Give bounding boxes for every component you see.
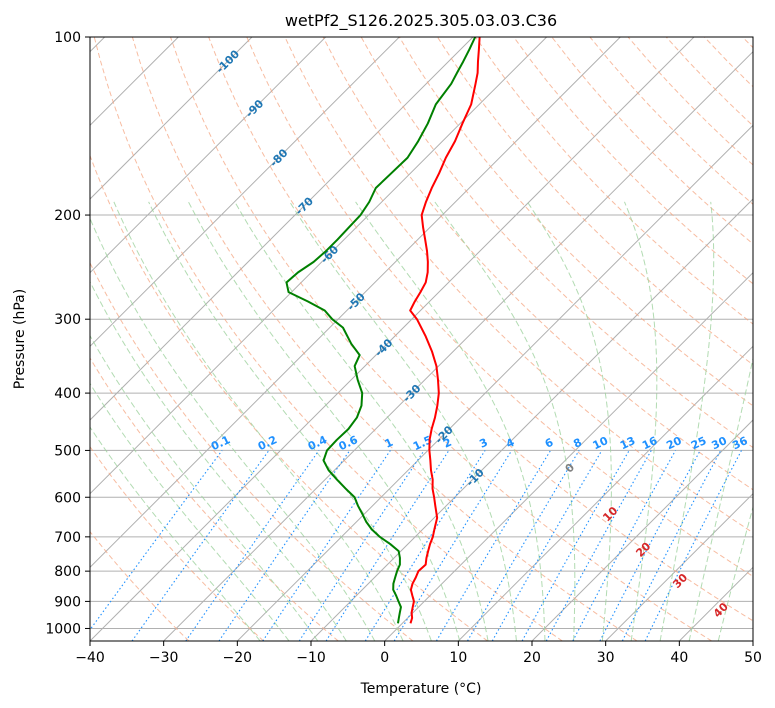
mixing-ratio-line <box>621 450 722 641</box>
isotherm-line <box>90 37 474 421</box>
isotherm-line <box>90 37 621 569</box>
x-axis: −40 −30 −20 −10 0 10 20 30 40 50 <box>75 641 762 666</box>
moist-adiabat-line <box>90 280 347 641</box>
y-axis-title: Pressure (hPa) <box>12 289 28 389</box>
y-tick-label: 700 <box>54 530 81 546</box>
dewpoint-profile-line <box>285 37 477 624</box>
mixing-ratio-line <box>521 450 630 641</box>
mixing-ratio-label: 30 <box>710 434 730 452</box>
dry-adiabat-line <box>437 37 753 366</box>
isotherm-line <box>90 37 548 495</box>
mixing-ratio-label: 36 <box>730 434 750 452</box>
y-tick-label: 800 <box>54 564 81 580</box>
x-tick-label: 0 <box>380 650 389 666</box>
mixing-ratio-line <box>393 450 513 641</box>
mixing-ratio-label: 10 <box>591 434 611 452</box>
mixing-ratio-label: 13 <box>618 434 637 452</box>
mixing-ratio-label: 20 <box>664 434 684 452</box>
dry-adiabat-line <box>170 37 713 641</box>
mixing-ratio-line <box>218 450 351 641</box>
mixing-ratio-line <box>298 450 425 641</box>
moist-adiabat-line <box>113 201 404 641</box>
y-axis: 100 200 300 400 500 600 700 800 900 1000 <box>45 30 90 637</box>
isotherm-line <box>163 50 753 641</box>
mixing-ratio-label: 25 <box>689 434 708 452</box>
moist-adiabat-line <box>289 201 517 641</box>
y-tick-label: 500 <box>54 443 81 459</box>
mixing-ratio-line <box>325 450 450 641</box>
dry-adiabat-line <box>208 37 753 622</box>
y-tick-label: 400 <box>54 386 81 402</box>
sounding-profiles <box>285 37 481 624</box>
moist-adiabat-line <box>688 356 753 641</box>
isotherm-line <box>90 37 695 641</box>
mixing-ratio-line <box>90 450 223 631</box>
isotherm-line <box>236 124 753 641</box>
moist-adiabat-line <box>717 505 753 641</box>
dry-adiabat-line <box>322 37 753 491</box>
x-tick-label: 50 <box>744 650 762 666</box>
temperature-profile-line <box>409 37 481 624</box>
y-tick-label: 600 <box>54 490 81 506</box>
x-tick-label: 30 <box>597 650 615 666</box>
moist-adiabat-line <box>90 334 319 641</box>
isotherm-line <box>457 345 753 641</box>
y-tick-label: 300 <box>54 312 81 328</box>
moist-adiabat-line <box>434 201 576 641</box>
mixing-ratio-line <box>262 450 391 641</box>
x-tick-label: −20 <box>223 650 253 666</box>
isotherm-line <box>90 37 327 274</box>
mixing-ratio-line <box>545 450 652 641</box>
chart-title: wetPf2_S126.2025.305.03.03.C36 <box>285 11 557 31</box>
x-tick-label: 40 <box>670 650 688 666</box>
mixing-ratio-line <box>644 450 742 641</box>
x-tick-label: 10 <box>449 650 467 666</box>
mixing-ratio-line <box>185 450 320 641</box>
dry-adiabat-line <box>131 37 638 641</box>
moist-adiabat-line <box>90 217 376 641</box>
y-tick-label: 900 <box>54 594 81 610</box>
dry-adiabat-line <box>284 37 753 534</box>
moist-adiabat-line <box>355 201 546 641</box>
dry-adiabat-line <box>360 37 753 449</box>
isotherm-line <box>384 271 753 641</box>
x-tick-label: −40 <box>75 650 105 666</box>
dry-adiabat-line <box>90 357 339 641</box>
dry-adiabat-line <box>513 37 753 285</box>
y-tick-label: 1000 <box>45 621 81 637</box>
moist-adiabat-line <box>624 201 658 641</box>
plot-frame <box>89 36 754 642</box>
dry-adiabat-line <box>90 530 190 641</box>
moist-adiabat-line <box>187 201 461 641</box>
moist-adiabat-line <box>234 201 489 641</box>
dry-adiabat-line <box>246 37 753 577</box>
moist-adiabat-line <box>659 201 715 641</box>
mixing-ratio-line <box>131 450 270 641</box>
isotherm-line <box>90 37 400 348</box>
dry-adiabat-line <box>90 445 264 641</box>
moist-adiabat-line <box>90 382 290 641</box>
mixing-ratio-label: 16 <box>640 434 660 452</box>
isotherm-line <box>605 492 753 641</box>
isotherm-line <box>531 419 753 641</box>
mixing-ratio-line <box>572 450 677 641</box>
dry-adiabat-line <box>90 261 414 641</box>
dry-adiabat-line <box>93 37 563 641</box>
moist-adiabat-line <box>526 201 612 641</box>
moist-adiabat-line <box>90 426 261 641</box>
x-tick-label: −30 <box>149 650 179 666</box>
x-tick-label: 20 <box>523 650 541 666</box>
y-tick-label: 100 <box>54 30 81 46</box>
x-axis-title: Temperature (°C) <box>360 681 482 697</box>
background-reference-lines <box>90 37 753 641</box>
isotherm-line <box>90 37 253 200</box>
x-tick-label: −10 <box>296 650 326 666</box>
dry-adiabat-line <box>90 154 488 641</box>
y-tick-label: 200 <box>54 208 81 224</box>
